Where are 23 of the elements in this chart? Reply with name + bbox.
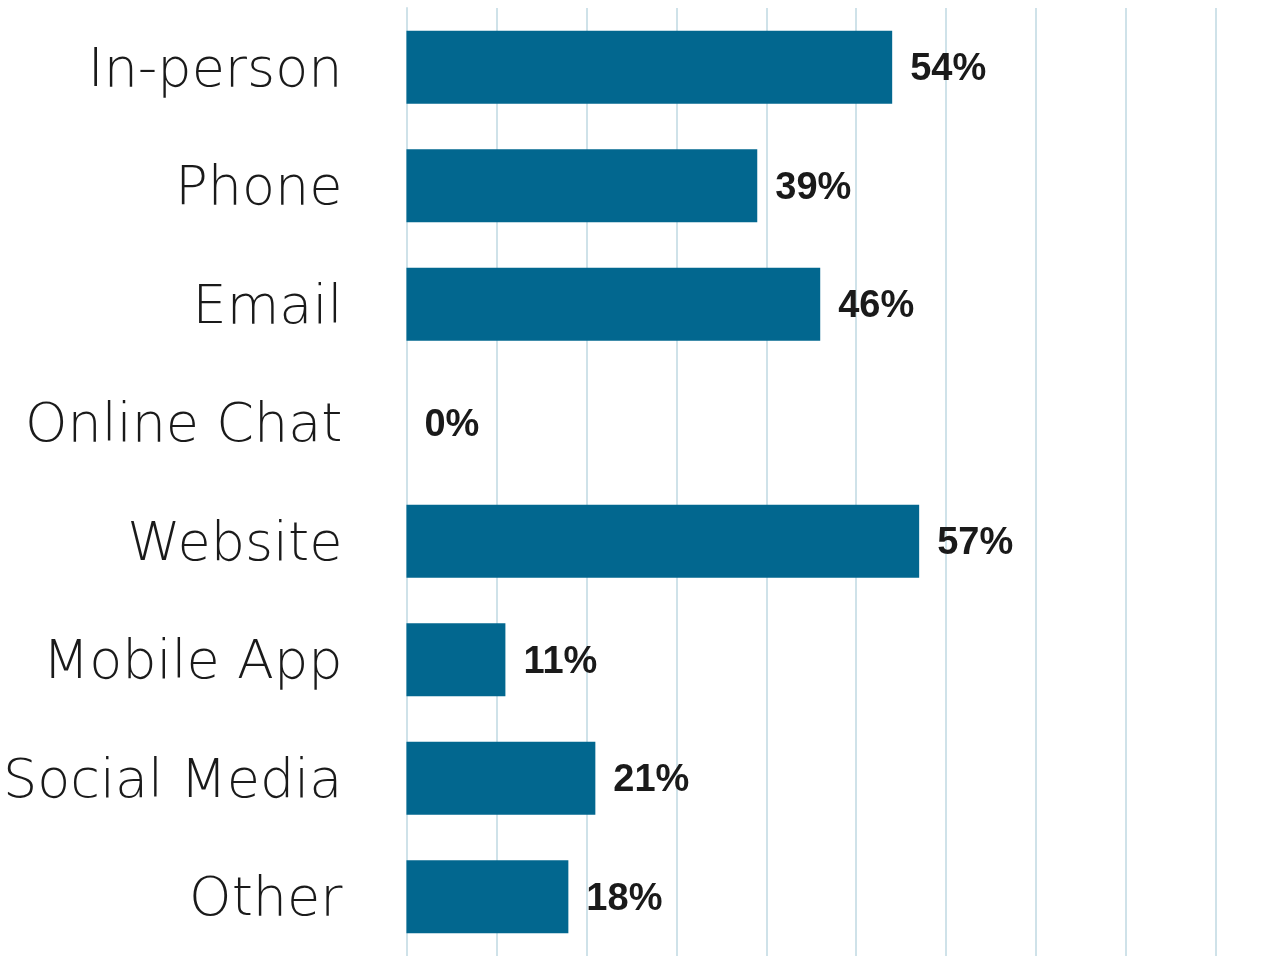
bar [406, 30, 893, 104]
data-label: 39% [775, 164, 852, 207]
y-tick-label: In-person [87, 35, 343, 99]
y-tick-label: Social Media [3, 746, 343, 810]
data-label: 0% [424, 401, 480, 444]
data-label: 18% [586, 875, 663, 918]
y-tick-label: Other [189, 865, 344, 929]
bar [406, 623, 506, 697]
data-label: 54% [910, 46, 987, 89]
y-tick-label: Email [192, 272, 343, 336]
data-label: 46% [838, 283, 915, 326]
y-tick-label: Website [127, 509, 343, 573]
data-label: 57% [937, 520, 1014, 563]
y-tick-label: Online Chat [24, 391, 343, 455]
bar [406, 149, 758, 223]
data-label: 11% [523, 638, 598, 681]
y-tick-label: Mobile App [42, 628, 343, 692]
bar [406, 504, 920, 578]
bar [406, 267, 821, 341]
y-tick-label: Phone [175, 154, 343, 218]
data-label: 21% [613, 757, 690, 800]
bar [406, 860, 569, 934]
bar [406, 741, 596, 815]
